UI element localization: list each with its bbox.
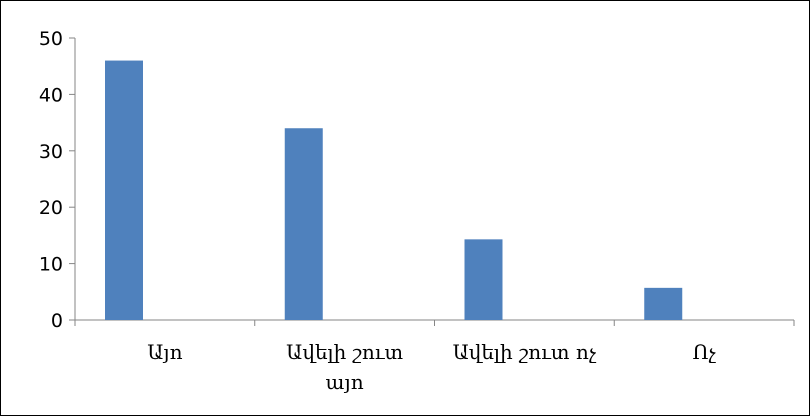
y-tick-label: 0 bbox=[51, 310, 63, 332]
x-category-label-line: Ոչ bbox=[692, 340, 716, 364]
y-tick-label: 30 bbox=[39, 141, 63, 163]
x-category-label-line: այո bbox=[326, 370, 364, 394]
x-axis bbox=[74, 319, 795, 326]
y-axis: 0 10 20 30 40 50 bbox=[39, 28, 76, 332]
bar-0 bbox=[105, 60, 143, 321]
bar-1 bbox=[284, 128, 323, 320]
x-category-label: Այո bbox=[147, 340, 182, 364]
category-labels: Այո Ավելի շուտ այո Ավելի շուտ ոչ Ոչ bbox=[147, 340, 716, 394]
y-tick-label: 50 bbox=[39, 28, 63, 50]
y-tick-label: 20 bbox=[39, 197, 63, 219]
y-tick-label: 10 bbox=[39, 254, 63, 276]
bar-2 bbox=[464, 239, 503, 320]
x-category-label: Ավելի շուտ այո bbox=[286, 340, 403, 394]
bars bbox=[105, 60, 683, 321]
y-tick-label: 40 bbox=[39, 84, 63, 106]
bar-3 bbox=[644, 287, 683, 320]
x-category-label-line: Ավելի շուտ ոչ bbox=[453, 340, 597, 364]
x-category-label: Ոչ bbox=[692, 340, 716, 364]
x-category-label-line: Ավելի շուտ bbox=[286, 340, 403, 364]
x-category-label: Ավելի շուտ ոչ bbox=[453, 340, 597, 364]
x-category-label-line: Այո bbox=[147, 340, 182, 364]
